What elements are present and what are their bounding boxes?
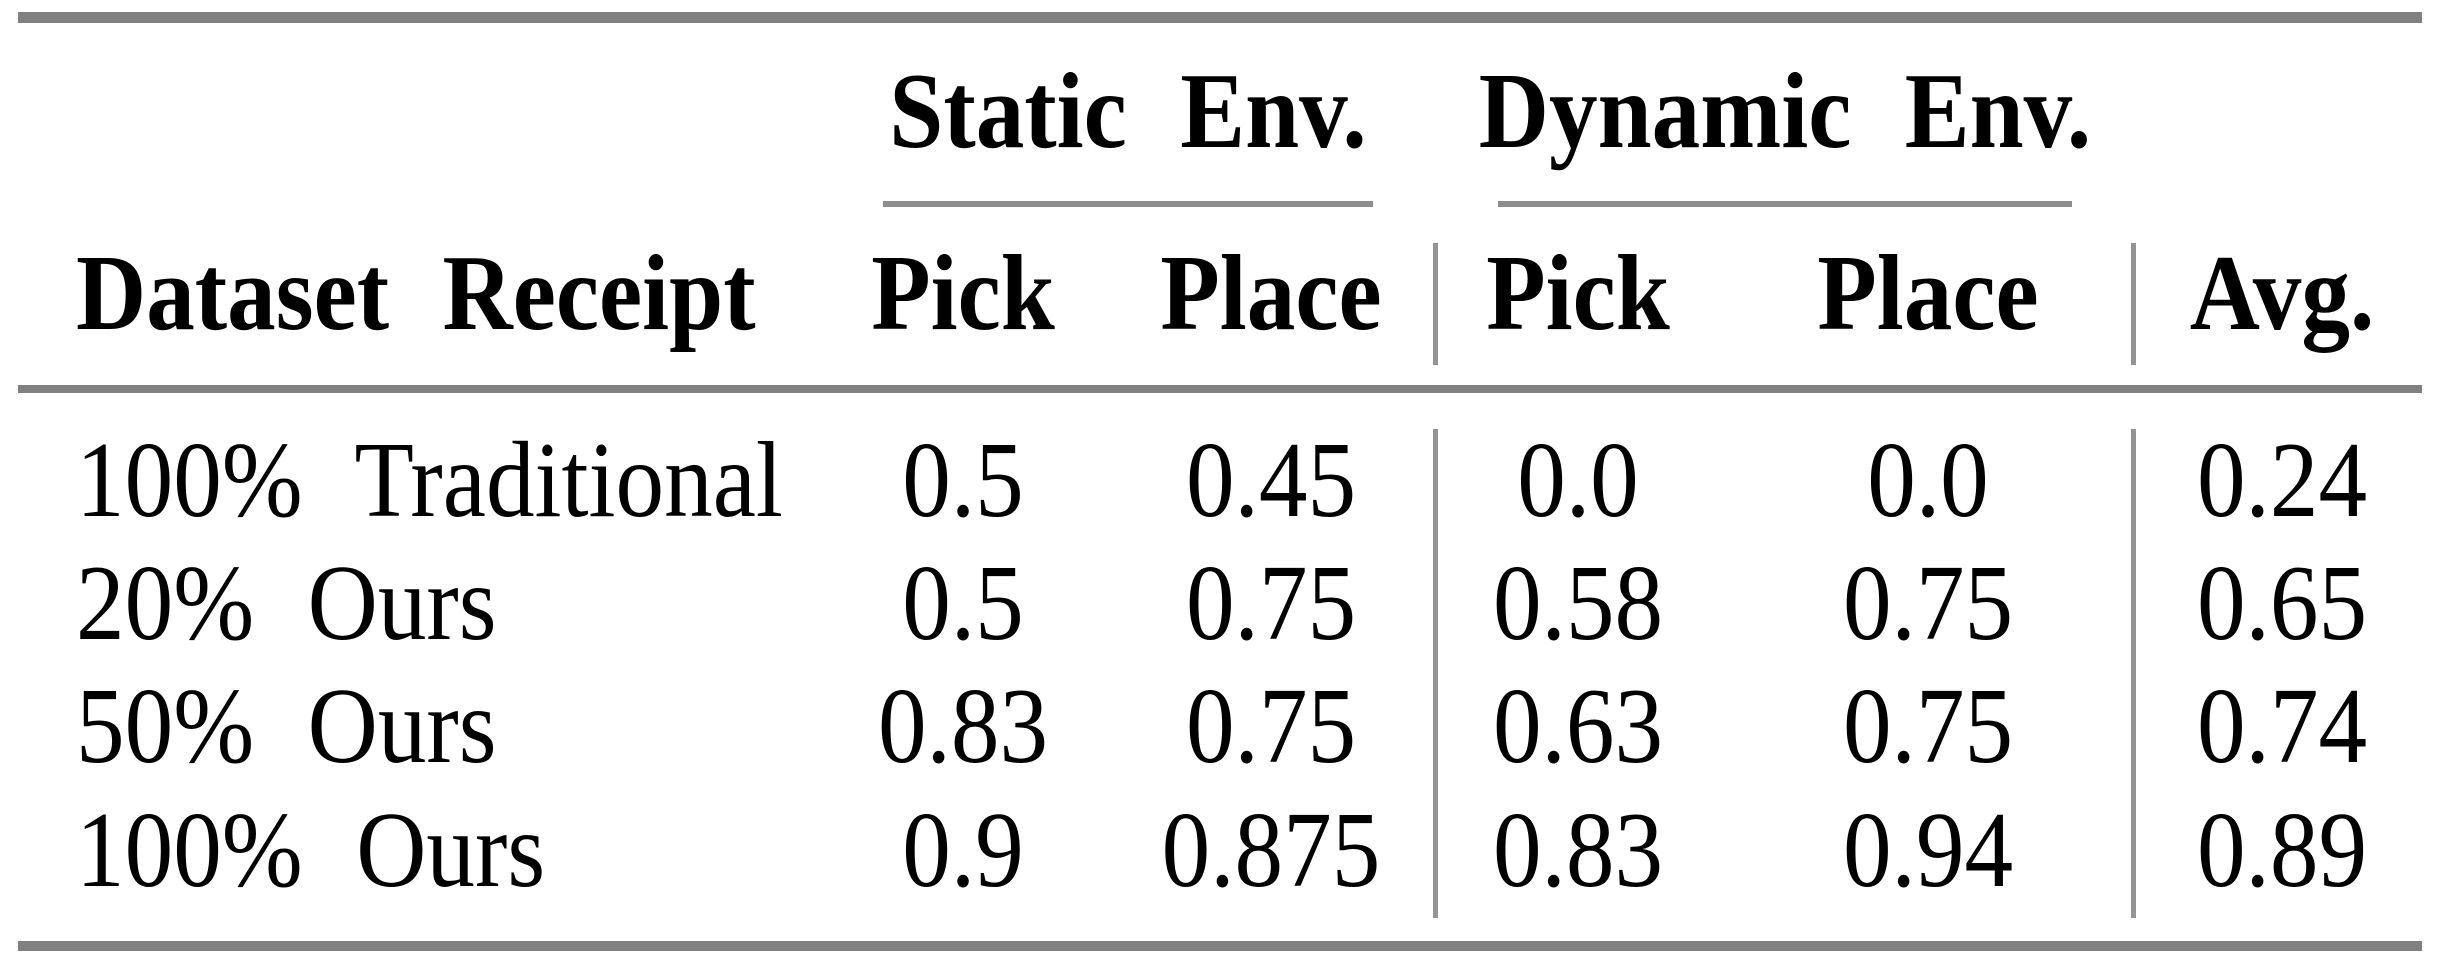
cell-value: 0.24 xyxy=(2196,421,2368,540)
cell-value: 0.83 xyxy=(877,667,1049,786)
cell-value: 0.5 xyxy=(902,544,1024,663)
header-divider-rule xyxy=(18,385,2422,393)
cell-value: 0.75 xyxy=(1185,544,1357,663)
static-dynamic-separator-body xyxy=(1433,429,1438,918)
cell-value: 0.75 xyxy=(1842,667,2014,786)
column-header-dynamic-pick: Pick xyxy=(1486,234,1670,353)
cell-value: 0.63 xyxy=(1492,667,1664,786)
column-header-dynamic-place: Place xyxy=(1817,234,2039,353)
bottom-rule xyxy=(18,941,2422,951)
row-label: 50% Ours xyxy=(76,667,497,786)
group-header-dynamic-env: Dynamic Env. xyxy=(1478,52,2092,171)
cell-value: 0.9 xyxy=(902,791,1024,910)
group-header-static-env: Static Env. xyxy=(889,52,1367,171)
dynamic-avg-separator-header xyxy=(2131,243,2136,365)
cell-value: 0.83 xyxy=(1492,791,1664,910)
row-label: 100% Ours xyxy=(76,791,546,910)
row-label: 20% Ours xyxy=(76,544,497,663)
cell-value: 0.75 xyxy=(1842,544,2014,663)
dynamic-env-underline xyxy=(1498,201,2072,207)
cell-value: 0.65 xyxy=(2196,544,2368,663)
cell-value: 0.89 xyxy=(2196,791,2368,910)
column-header-static-place: Place xyxy=(1160,234,1382,353)
cell-value: 0.94 xyxy=(1842,791,2014,910)
cell-value: 0.0 xyxy=(1867,421,1989,540)
static-env-underline xyxy=(883,201,1373,207)
column-header-avg: Avg. xyxy=(2189,234,2375,353)
static-dynamic-separator-header xyxy=(1433,243,1438,365)
column-header-dataset-receipt: Dataset Receipt xyxy=(76,234,756,353)
dynamic-avg-separator-body xyxy=(2131,429,2136,918)
row-label: 100% Traditional xyxy=(76,421,783,540)
cell-value: 0.0 xyxy=(1517,421,1639,540)
cell-value: 0.74 xyxy=(2196,667,2368,786)
cell-value: 0.45 xyxy=(1185,421,1357,540)
top-rule xyxy=(18,12,2422,23)
cell-value: 0.75 xyxy=(1185,667,1357,786)
cell-value: 0.875 xyxy=(1161,791,1381,910)
cell-value: 0.5 xyxy=(902,421,1024,540)
column-header-static-pick: Pick xyxy=(871,234,1055,353)
cell-value: 0.58 xyxy=(1492,544,1664,663)
